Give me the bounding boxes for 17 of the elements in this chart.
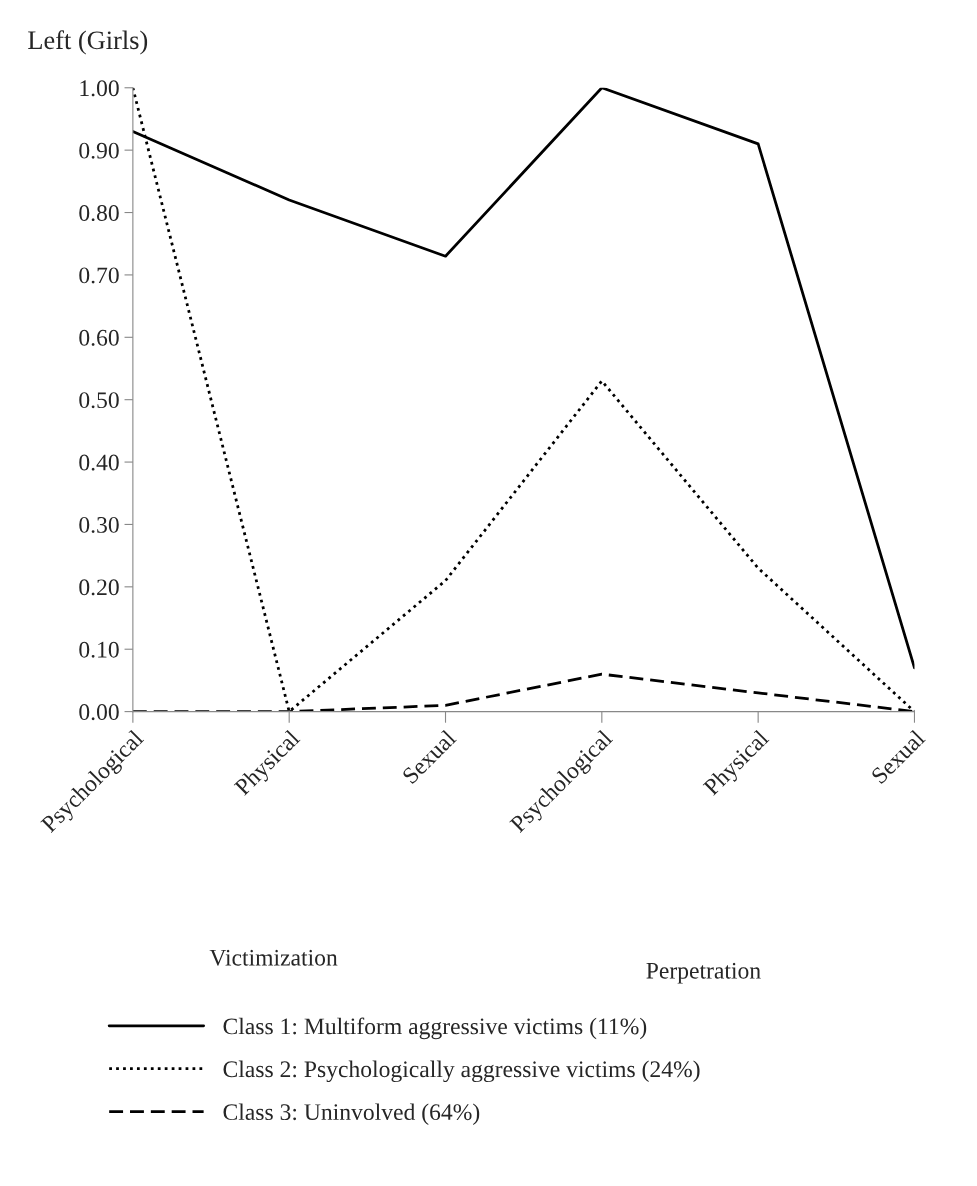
legend-label: Class 1: Multiform aggressive victims (11%) (223, 1017, 647, 1040)
y-tick-label: 0.90 (79, 142, 119, 159)
text: Perpetration (646, 962, 761, 984)
y-tick-label: 0.70 (79, 267, 119, 284)
text: Victimization (209, 949, 338, 966)
y-tick-label: 0.50 (79, 392, 119, 409)
y-tick-label: 0.60 (79, 329, 119, 346)
y-tick-label: 0.00 (79, 704, 119, 721)
y-tick-label: 0.10 (79, 641, 119, 658)
legend-label: Class 2: Psychologically aggressive victims (24%) (223, 1060, 700, 1083)
y-tick-label: 0.30 (79, 516, 119, 533)
chart-title: Left (Girls) (28, 30, 148, 55)
legend-label: Class 3: Uninvolved (64%) (223, 1103, 480, 1125)
y-tick-label: 0.80 (79, 205, 119, 222)
y-tick-label: 1.00 (80, 80, 119, 97)
y-tick-label: 0.40 (79, 454, 119, 471)
y-tick-label: 0.20 (79, 579, 119, 596)
